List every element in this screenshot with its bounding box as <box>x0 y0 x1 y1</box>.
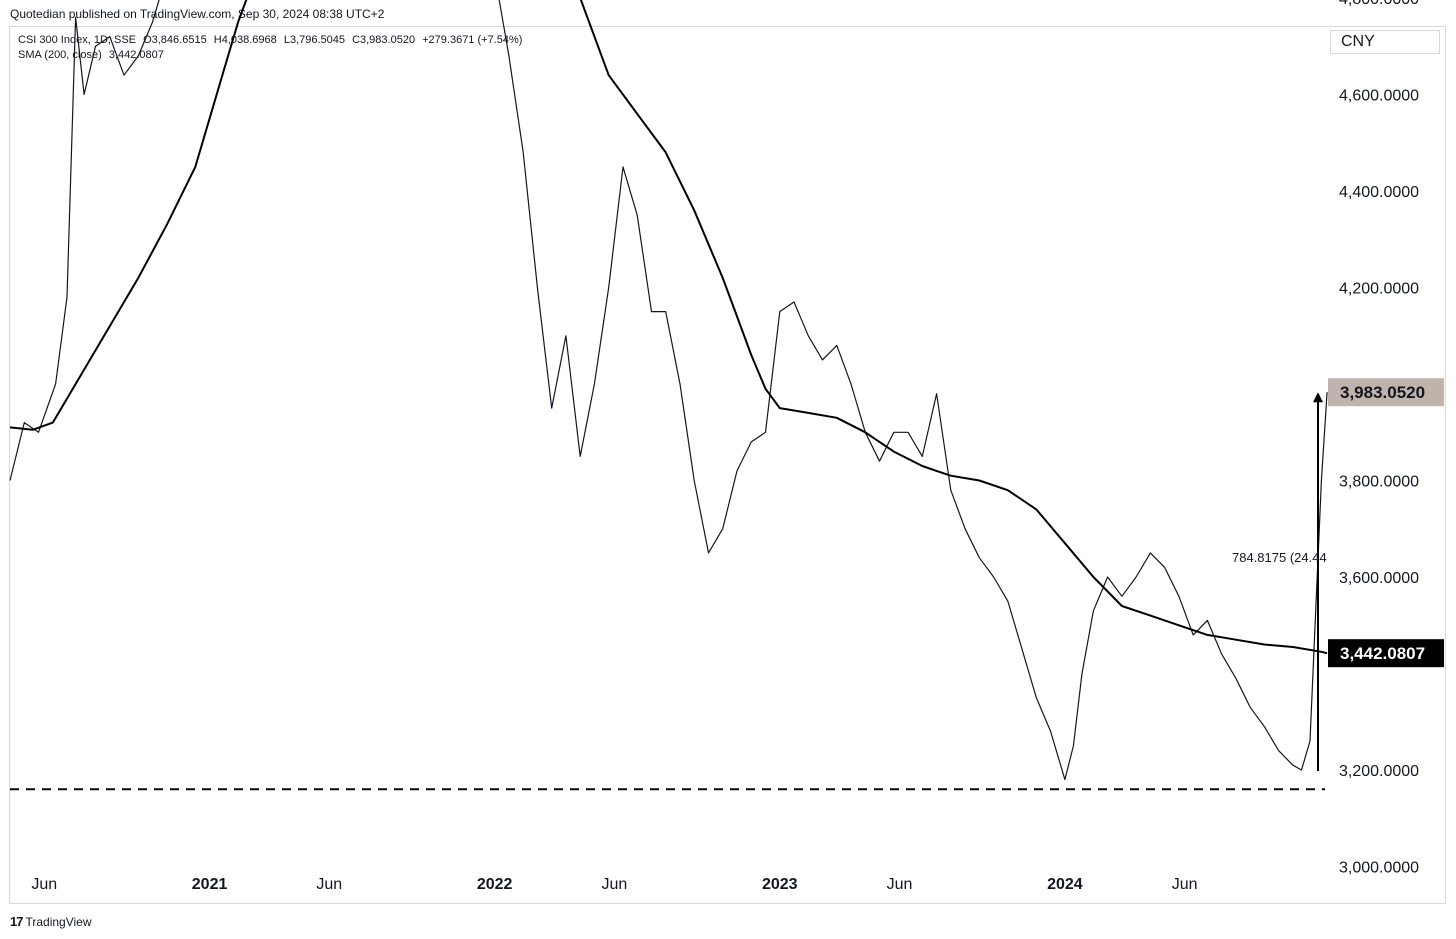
legend-open: O3,846.6515 <box>143 34 207 46</box>
x-tick-label: 2023 <box>762 876 798 893</box>
x-tick-label: 2024 <box>1047 876 1083 893</box>
x-tick-label: Jun <box>1172 876 1198 893</box>
y-tick-label: 4,400.0000 <box>1339 184 1419 201</box>
legend-low: L3,796.5045 <box>283 34 345 46</box>
chart-frame <box>9 26 1446 904</box>
legend-sma-value: 3,442.0807 <box>108 49 164 61</box>
chart-legend: CSI 300 Index, 1D, SSE O3,846.6515 H4,03… <box>18 33 526 63</box>
price-label-text: 3,983.0520 <box>1340 383 1425 402</box>
legend-high: H4,038.6968 <box>213 34 277 46</box>
y-tick-label: 4,200.0000 <box>1339 281 1419 298</box>
legend-ohlc-row: CSI 300 Index, 1D, SSE O3,846.6515 H4,03… <box>18 33 526 48</box>
sma-series-line <box>9 0 1328 655</box>
x-tick-label: 2021 <box>192 876 228 893</box>
publisher-line: Quotedian published on TradingView.com, … <box>10 7 385 21</box>
price-label-box <box>1328 639 1444 668</box>
tradingview-logo-icon[interactable]: 17 <box>10 914 24 929</box>
price-label-box <box>1328 378 1444 407</box>
legend-sma-row: SMA (200, close) 3,442.0807 <box>18 48 526 63</box>
measure-arrow-head <box>1313 392 1323 403</box>
legend-symbol[interactable]: CSI 300 Index, 1D, SSE <box>18 34 137 46</box>
y-tick-label: 4,800.0000 <box>1339 0 1419 8</box>
price-series-line <box>9 0 1328 781</box>
x-tick-label: Jun <box>602 876 628 893</box>
legend-close: C3,983.0520 <box>352 34 416 46</box>
x-tick-label: Jun <box>31 876 57 893</box>
y-tick-label: 3,000.0000 <box>1339 860 1419 877</box>
price-label-text: 3,442.0807 <box>1340 644 1425 663</box>
y-tick-label: 3,600.0000 <box>1339 570 1419 587</box>
footer-brand[interactable]: TradingView <box>25 914 92 929</box>
y-tick-label: 3,200.0000 <box>1339 763 1419 780</box>
legend-change: +279.3671 (+7.54%) <box>422 34 523 46</box>
y-tick-label: 4,600.0000 <box>1339 88 1419 105</box>
measure-label: 784.8175 (24.44 <box>1232 550 1327 565</box>
currency-selector[interactable]: CNY <box>1330 30 1440 54</box>
x-tick-label: 2022 <box>477 876 513 893</box>
legend-sma-label[interactable]: SMA (200, close) <box>18 49 102 61</box>
footer: 17 TradingView <box>10 914 92 929</box>
x-tick-label: Jun <box>887 876 913 893</box>
y-tick-label: 3,800.0000 <box>1339 474 1419 491</box>
x-tick-label: Jun <box>316 876 342 893</box>
